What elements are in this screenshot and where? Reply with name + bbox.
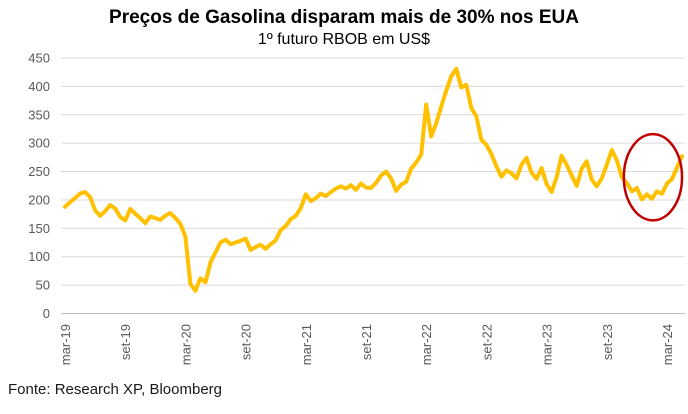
source-note: Fonte: Research XP, Bloomberg (8, 381, 223, 398)
x-tick-label: mar-19 (58, 324, 73, 365)
x-tick-label: mar-22 (419, 324, 434, 365)
y-tick-label: 400 (28, 79, 50, 94)
chart-subtitle: 1º futuro RBOB em US$ (257, 31, 431, 48)
x-tick-label: set-19 (118, 324, 133, 360)
x-tick-label: mar-23 (540, 324, 555, 365)
y-tick-label: 300 (28, 136, 50, 151)
y-tick-label: 350 (28, 107, 50, 122)
y-tick-label: 450 (28, 51, 50, 66)
chart-title: Preços de Gasolina disparam mais de 30% … (109, 7, 579, 28)
x-tick-label: set-21 (359, 324, 374, 360)
x-tick-label: mar-21 (299, 324, 314, 365)
x-tick-label: set-22 (479, 324, 494, 360)
y-tick-label: 50 (36, 278, 50, 293)
x-tick-label: set-20 (239, 324, 254, 360)
price-line (63, 66, 684, 293)
x-tick-label: mar-20 (178, 324, 193, 365)
y-tick-label: 200 (28, 192, 50, 207)
y-tick-label: 0 (43, 306, 50, 321)
x-tick-label: set-23 (600, 324, 615, 360)
highlight-ellipse (622, 132, 684, 222)
x-tick-label: mar-24 (660, 324, 675, 365)
y-tick-label: 150 (28, 221, 50, 236)
y-tick-label: 250 (28, 164, 50, 179)
y-tick-label: 100 (28, 249, 50, 264)
